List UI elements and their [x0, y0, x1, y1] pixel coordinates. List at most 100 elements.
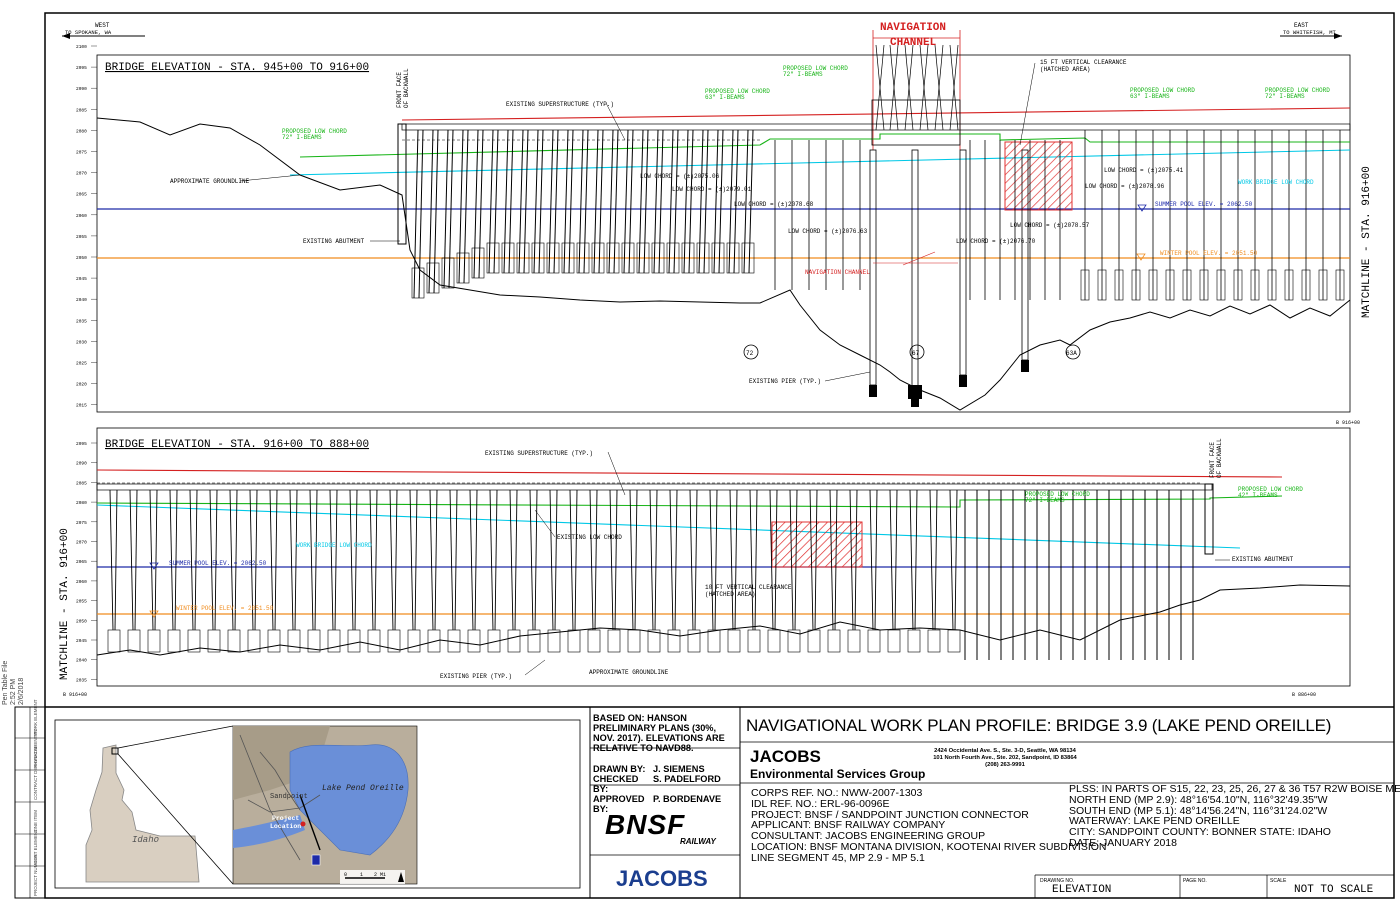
scale-2: 2 Mi	[374, 872, 386, 878]
elevation-tick-label: 2050	[76, 255, 87, 261]
notes-line-4: RELATIVE TO NAVD88.	[593, 743, 694, 753]
low-chord-1: LOW CHORD = (±)2075.06	[640, 173, 720, 180]
panel-2-title: BRIDGE ELEVATION - STA. 916+00 TO 888+00	[105, 439, 369, 451]
panel-2-piers	[107, 483, 1214, 660]
drawing-title: NAVIGATIONAL WORK PLAN PROFILE: BRIDGE 3…	[746, 716, 1332, 735]
pier	[369, 489, 374, 631]
pier-footing	[407, 629, 421, 653]
pier-footing	[681, 242, 695, 274]
elevation-tick-label: 2070	[76, 171, 87, 177]
pier	[718, 129, 724, 274]
location: LOCATION: BNSF MONTANA DIVISION, KOOTENA…	[751, 840, 1107, 853]
elevation-tick-label: 2050	[76, 618, 87, 624]
station-label-p1: B 916+00	[1336, 420, 1360, 426]
elevation-tick-label: 2025	[76, 361, 87, 367]
pier	[114, 489, 118, 631]
scale-1: 1	[360, 872, 363, 878]
notes-line-1: BASED ON: HANSON	[593, 713, 687, 723]
city-county-state: CITY: SANDPOINT COUNTY: BONNER STATE: ID…	[1069, 826, 1331, 839]
pier	[534, 489, 538, 631]
pier-67-tag: 67	[912, 350, 920, 357]
pier	[548, 129, 554, 274]
pier	[349, 489, 354, 631]
nav-channel-title-1: NAVIGATION	[880, 22, 946, 34]
pier	[754, 489, 758, 631]
pier	[463, 129, 469, 284]
pier-footing	[707, 629, 721, 653]
pier	[673, 129, 679, 274]
work-bridge-low-chord-label-2: WORK BRIDGE LOW CHORD	[296, 542, 372, 549]
address-line-1: 2424 Occidental Ave. S., Ste. 3-D, Seatt…	[934, 748, 1076, 754]
pier	[674, 489, 678, 631]
pier-footing	[847, 629, 861, 653]
front-face-label-2: OF BACKWALL	[403, 68, 410, 108]
pier-footing	[606, 242, 620, 274]
proposed-low-chord-72-left-1: PROPOSED LOW CHORD	[282, 128, 347, 135]
low-chord-3: LOW CHORD = (±)2078.68	[734, 201, 814, 208]
sidebar-box-label: CONTRACT DESIGNATOR	[33, 744, 38, 800]
nav-truss-member	[919, 44, 929, 131]
pier	[209, 489, 214, 631]
applicant: APPLICANT: BNSF RAILWAY COMPANY	[751, 819, 946, 832]
drawing-no-label: DRAWING NO.	[1040, 878, 1075, 884]
elevation-tick-label: 2055	[76, 234, 87, 240]
address-line-3: (208) 263-9991	[985, 762, 1025, 768]
corps-ref: CORPS REF. NO.: NWW-2007-1303	[751, 787, 923, 799]
pier	[549, 489, 554, 631]
pier	[174, 489, 178, 631]
pier	[354, 489, 358, 631]
pier-footing	[267, 629, 281, 653]
pier-footing	[367, 629, 381, 653]
existing-pier-label: EXISTING PIER (TYP.)	[749, 378, 821, 385]
matchline-p1: MATCHLINE - STA. 916+00	[1361, 166, 1373, 318]
pier	[229, 489, 234, 631]
low-chord-5: LOW CHORD = (±)2076.70	[956, 238, 1036, 245]
front-face-label-p2-1: FRONT FACE	[1209, 442, 1216, 478]
pier-footing	[827, 629, 841, 653]
pen-table-3: 2/6/2018	[18, 677, 25, 705]
pier	[658, 129, 664, 274]
elevation-tick-label: 2075	[76, 150, 87, 156]
pier-footing	[486, 242, 500, 274]
pier	[929, 489, 934, 631]
pier	[514, 489, 518, 631]
pier-footing	[747, 629, 761, 653]
pier-footing	[1250, 269, 1260, 301]
pier	[418, 129, 424, 299]
pier	[849, 489, 854, 631]
pier	[249, 489, 254, 631]
proposed-low-chord-72-right-2: 72" I-BEAMS	[1265, 93, 1305, 100]
scale-label: SCALE	[1270, 878, 1287, 884]
pier	[698, 129, 704, 274]
pier	[854, 489, 858, 631]
pier	[529, 489, 534, 631]
existing-superstructure-line	[401, 107, 1351, 121]
pier-footing	[621, 242, 635, 274]
elevation-tick-label: 2045	[76, 276, 87, 282]
vertical-clearance-label-1: 15 FT VERTICAL CLEARANCE	[1040, 59, 1127, 66]
front-face-label-1: FRONT FACE	[396, 72, 403, 108]
elevation-tick-label: 2065	[76, 559, 87, 565]
bnsf-railway-text: RAILWAY	[680, 837, 716, 846]
pier-footing	[1131, 269, 1141, 301]
deep-pier	[869, 149, 877, 386]
pier	[734, 489, 738, 631]
pier	[794, 489, 798, 631]
pier	[294, 489, 298, 631]
pier-footing	[651, 242, 665, 274]
vertical-clearance-hatch-2	[771, 521, 863, 568]
pier	[428, 129, 434, 294]
project-location-label-2: Location	[270, 823, 301, 830]
pier	[448, 129, 454, 289]
pier	[729, 489, 734, 631]
pier	[553, 129, 559, 274]
panel-2-elevation-scale: 2095 2090 2085 2080 2075 2070 2065 2060 2055 2050…	[76, 441, 97, 683]
pier	[389, 489, 394, 631]
bnsf-logo: BNSF	[605, 809, 686, 840]
pier-footing	[587, 629, 601, 653]
consultant: CONSULTANT: JACOBS ENGINEERING GROUP	[751, 830, 986, 843]
east-label: EAST	[1294, 22, 1309, 29]
pier	[563, 129, 569, 274]
proposed-low-chord-72-p2-2: 72" I-BEAMS	[1025, 497, 1065, 504]
pier	[374, 489, 378, 631]
